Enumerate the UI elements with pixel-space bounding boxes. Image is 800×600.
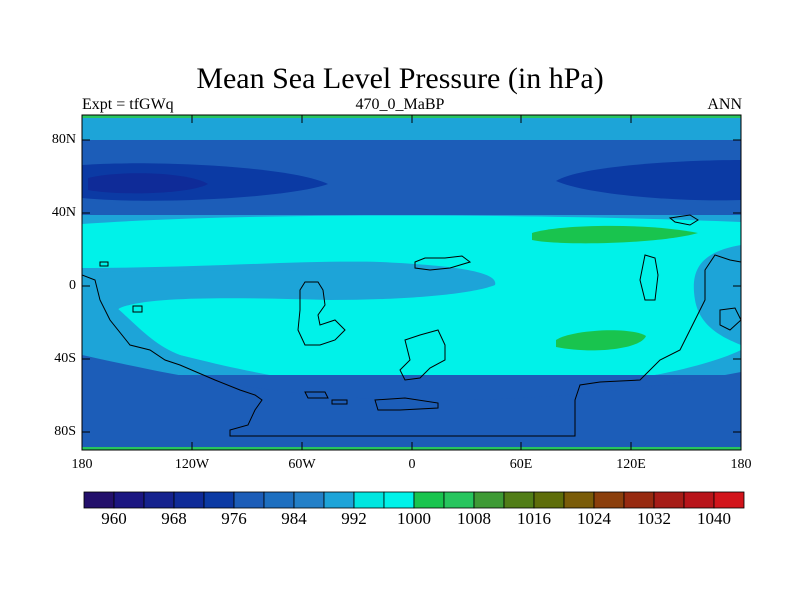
colorbar-swatch [473,491,505,509]
colorbar-label-968: 968 [161,509,187,528]
colorbar-label-1000: 1000 [397,509,431,528]
colorbar-swatch [713,491,745,509]
colorbar-swatch [503,491,535,509]
subtitle-experiment: Expt = tfGWq [82,96,174,113]
north-high-cell [532,225,698,244]
subtitle-age: 470_0_MaBP [355,96,445,113]
colorbar-label-992: 992 [341,509,367,528]
colorbar-swatch [203,491,235,509]
colorbar-swatch [353,491,385,509]
colorbar-swatch [593,491,625,509]
colorbar-label-984: 984 [281,509,307,528]
lon-label-180w: 180 [71,457,93,472]
lat-ticks [82,139,741,433]
southern-low-belt-upper [82,355,741,450]
colorbar-swatch [293,491,325,509]
colorbar-swatch [443,491,475,509]
lon-ticks [81,115,742,450]
colorbar-swatch [233,491,265,509]
colorbar-swatch [323,491,355,509]
colorbar-label-1016: 1016 [517,509,551,528]
colorbar-swatch [413,491,445,509]
colorbar-swatch [623,491,655,509]
colorbar-swatch [533,491,565,509]
colorbar-swatch [683,491,715,509]
colorbar-label-1032: 1032 [637,509,671,528]
colorbar [83,491,745,509]
lat-label-0: 0 [69,278,76,293]
icelandic-low [556,160,741,201]
colorbar-swatch [653,491,685,509]
lon-label-180e: 180 [730,457,752,472]
colorbar-swatch [263,491,295,509]
south-high-cell [556,330,646,351]
colorbar-label-1040: 1040 [697,509,731,528]
lon-label-0: 0 [408,457,416,472]
colorbar-label-1024: 1024 [577,509,611,528]
lon-label-120w: 120W [174,457,210,472]
lat-label-80n: 80N [51,132,76,147]
chart-title: Mean Sea Level Pressure (in hPa) [196,62,604,95]
colorbar-swatch [383,491,415,509]
coastlines [82,214,741,437]
colorbar-swatch [83,491,115,509]
subtitle-season: ANN [707,96,742,113]
colorbar-label-976: 976 [221,509,247,528]
lon-label-60e: 60E [509,457,533,472]
lat-label-40s: 40S [54,351,76,366]
colorbar-swatch [113,491,145,509]
lat-label-80s: 80S [54,424,76,439]
lon-label-60w: 60W [288,457,316,472]
lon-label-120e: 120E [616,457,646,472]
colorbar-label-1008: 1008 [457,509,491,528]
colorbar-swatch [143,491,175,509]
colorbar-swatch [563,491,595,509]
colorbar-swatch [173,491,205,509]
lat-label-40n: 40N [51,205,76,220]
colorbar-label-960: 960 [101,509,127,528]
aleutian-low-core [88,173,208,194]
